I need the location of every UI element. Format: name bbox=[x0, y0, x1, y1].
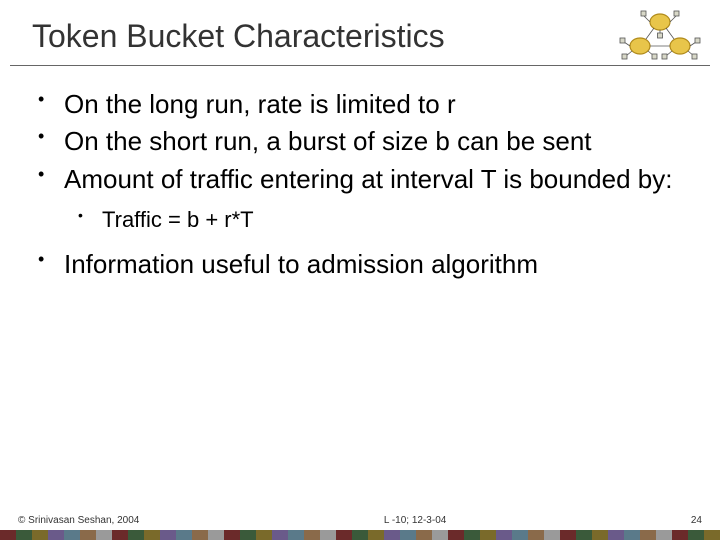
footer-page-number: 24 bbox=[691, 515, 702, 526]
main-bullet-list: On the long run, rate is limited to r On… bbox=[30, 88, 690, 282]
colorbar-segment bbox=[352, 530, 368, 540]
colorbar-segment bbox=[608, 530, 624, 540]
colorbar-segment bbox=[240, 530, 256, 540]
colorbar-segment bbox=[320, 530, 336, 540]
colorbar-segment bbox=[192, 530, 208, 540]
footer-color-bar bbox=[0, 530, 720, 540]
colorbar-segment bbox=[544, 530, 560, 540]
colorbar-segment bbox=[96, 530, 112, 540]
colorbar-segment bbox=[592, 530, 608, 540]
colorbar-segment bbox=[32, 530, 48, 540]
colorbar-segment bbox=[208, 530, 224, 540]
bullet-text: Information useful to admission algorith… bbox=[64, 249, 538, 279]
sub-bullet-item: Traffic = b + r*T bbox=[64, 206, 690, 235]
colorbar-segment bbox=[416, 530, 432, 540]
footer-center: L -10; 12-3-04 bbox=[139, 515, 691, 526]
colorbar-segment bbox=[144, 530, 160, 540]
bullet-text: On the long run, rate is limited to r bbox=[64, 89, 456, 119]
colorbar-segment bbox=[656, 530, 672, 540]
colorbar-segment bbox=[496, 530, 512, 540]
sub-bullet-list: Traffic = b + r*T bbox=[64, 206, 690, 235]
title-bar: Token Bucket Characteristics bbox=[10, 0, 710, 66]
sub-bullet-text: Traffic = b + r*T bbox=[102, 207, 254, 232]
colorbar-segment bbox=[128, 530, 144, 540]
colorbar-segment bbox=[0, 530, 16, 540]
colorbar-segment bbox=[688, 530, 704, 540]
colorbar-segment bbox=[512, 530, 528, 540]
colorbar-segment bbox=[448, 530, 464, 540]
footer-text-row: © Srinivasan Seshan, 2004 L -10; 12-3-04… bbox=[0, 515, 720, 530]
bullet-item: On the short run, a burst of size b can … bbox=[30, 125, 690, 158]
colorbar-segment bbox=[704, 530, 720, 540]
colorbar-segment bbox=[80, 530, 96, 540]
slide-content: On the long run, rate is limited to r On… bbox=[0, 66, 720, 282]
colorbar-segment bbox=[480, 530, 496, 540]
colorbar-segment bbox=[176, 530, 192, 540]
colorbar-segment bbox=[64, 530, 80, 540]
colorbar-segment bbox=[48, 530, 64, 540]
bullet-item: On the long run, rate is limited to r bbox=[30, 88, 690, 121]
slide-title: Token Bucket Characteristics bbox=[32, 18, 710, 55]
colorbar-segment bbox=[224, 530, 240, 540]
bullet-text: Amount of traffic entering at interval T… bbox=[64, 164, 672, 194]
colorbar-segment bbox=[672, 530, 688, 540]
colorbar-segment bbox=[640, 530, 656, 540]
bullet-item: Amount of traffic entering at interval T… bbox=[30, 163, 690, 235]
colorbar-segment bbox=[576, 530, 592, 540]
colorbar-segment bbox=[160, 530, 176, 540]
colorbar-segment bbox=[16, 530, 32, 540]
colorbar-segment bbox=[528, 530, 544, 540]
colorbar-segment bbox=[336, 530, 352, 540]
colorbar-segment bbox=[432, 530, 448, 540]
colorbar-segment bbox=[272, 530, 288, 540]
colorbar-segment bbox=[384, 530, 400, 540]
footer-copyright: © Srinivasan Seshan, 2004 bbox=[18, 515, 139, 526]
colorbar-segment bbox=[288, 530, 304, 540]
colorbar-segment bbox=[400, 530, 416, 540]
colorbar-segment bbox=[368, 530, 384, 540]
colorbar-segment bbox=[112, 530, 128, 540]
colorbar-segment bbox=[560, 530, 576, 540]
network-logo-icon bbox=[618, 8, 702, 64]
bullet-text: On the short run, a burst of size b can … bbox=[64, 126, 592, 156]
colorbar-segment bbox=[304, 530, 320, 540]
bullet-item: Information useful to admission algorith… bbox=[30, 248, 690, 281]
colorbar-segment bbox=[256, 530, 272, 540]
colorbar-segment bbox=[464, 530, 480, 540]
slide-footer: © Srinivasan Seshan, 2004 L -10; 12-3-04… bbox=[0, 515, 720, 540]
colorbar-segment bbox=[624, 530, 640, 540]
